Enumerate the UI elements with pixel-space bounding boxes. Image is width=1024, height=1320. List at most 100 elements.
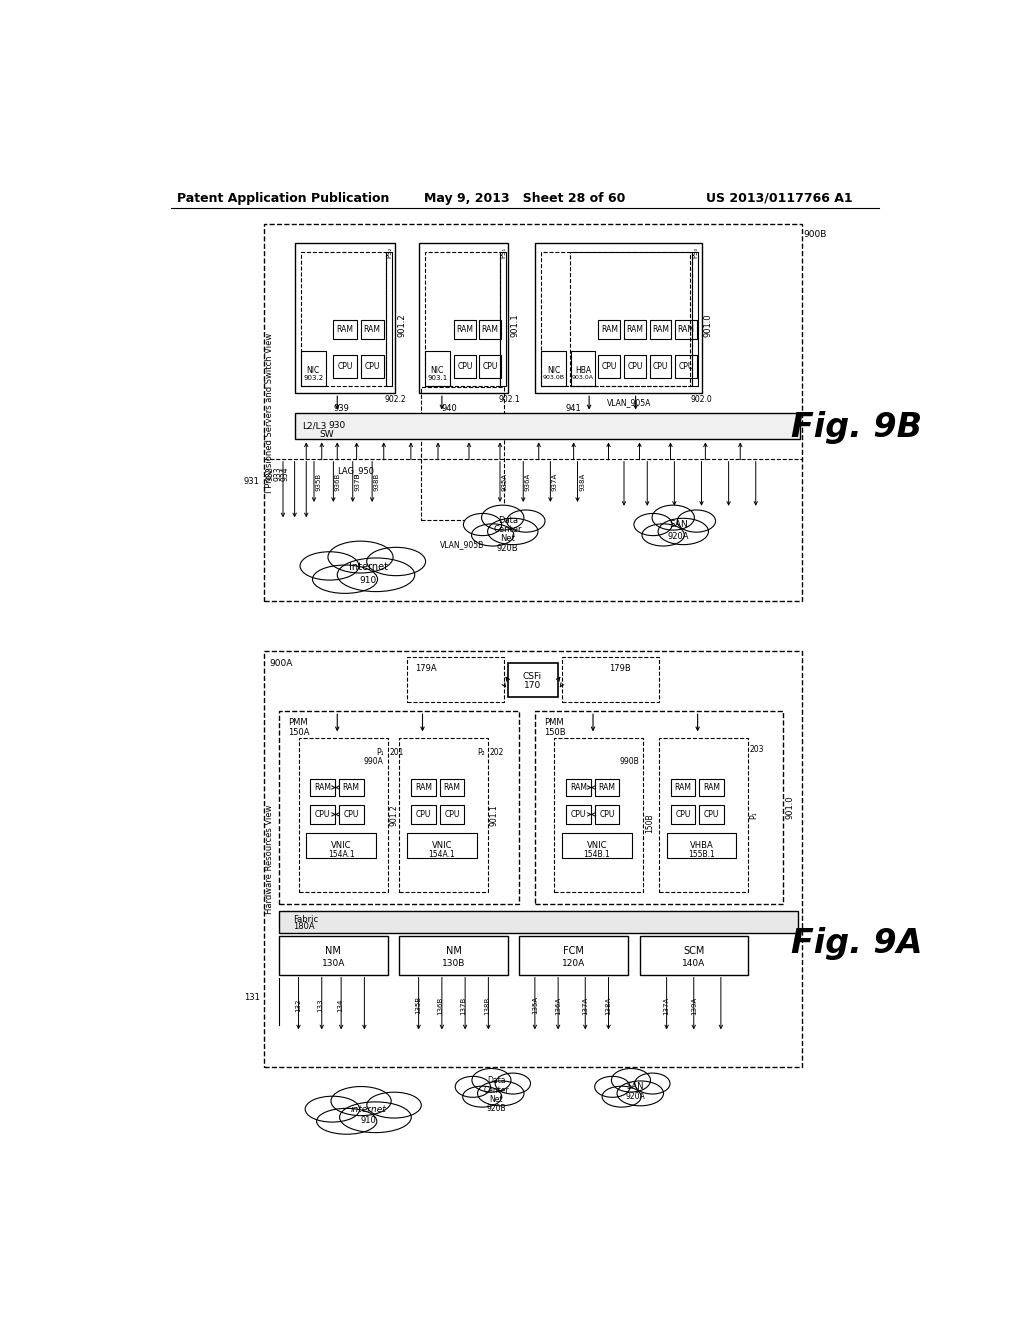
Text: 135B: 135B [416, 997, 422, 1015]
Text: VHBA: VHBA [689, 841, 714, 850]
Text: SCM: SCM [683, 946, 705, 957]
Text: RAM: RAM [337, 325, 353, 334]
Text: 936B: 936B [335, 473, 341, 491]
Bar [407, 833, 477, 858]
Text: 179B: 179B [609, 664, 631, 673]
Text: 150A: 150A [289, 727, 310, 737]
Text: 937A: 937A [552, 473, 558, 491]
Text: Center: Center [483, 1085, 509, 1094]
Text: 902.0: 902.0 [690, 395, 713, 404]
Text: 130A: 130A [322, 958, 345, 968]
Text: 938B: 938B [374, 473, 380, 491]
Bar [624, 355, 646, 378]
Text: 901.0: 901.0 [703, 314, 713, 338]
Bar [562, 833, 632, 858]
Bar [554, 738, 643, 892]
Text: CPU: CPU [337, 362, 352, 371]
Bar [310, 779, 335, 796]
Bar [671, 779, 695, 796]
Text: I Provisioned Servers and Switch View: I Provisioned Servers and Switch View [265, 333, 274, 492]
Text: 920B: 920B [497, 544, 518, 553]
Text: RAM: RAM [569, 783, 587, 792]
Text: 154A.1: 154A.1 [428, 850, 456, 859]
Text: L2/L3: L2/L3 [302, 421, 327, 430]
Text: Internet: Internet [349, 561, 388, 572]
Text: 910: 910 [359, 576, 377, 585]
Text: 134: 134 [337, 999, 343, 1012]
Text: CPU: CPU [599, 810, 614, 818]
Text: NIC: NIC [547, 366, 560, 375]
Ellipse shape [472, 1068, 511, 1092]
Text: PMM: PMM [544, 718, 564, 727]
Ellipse shape [634, 513, 672, 536]
Text: PMM: PMM [289, 718, 308, 727]
Text: 935A: 935A [502, 473, 508, 491]
Text: FCM: FCM [563, 946, 584, 957]
Text: 920A: 920A [626, 1092, 645, 1101]
Text: PS₀: PS₀ [692, 247, 698, 257]
Text: Center: Center [494, 525, 522, 535]
Text: PS₂: PS₂ [386, 247, 392, 257]
Ellipse shape [367, 1092, 421, 1118]
Bar [295, 412, 800, 440]
Bar [411, 805, 435, 825]
Text: RAM: RAM [481, 325, 499, 334]
Text: CPU: CPU [416, 810, 431, 818]
Bar [425, 351, 450, 385]
Text: 901.2: 901.2 [389, 804, 398, 826]
Text: 139A: 139A [691, 997, 696, 1015]
Text: 137B: 137B [461, 997, 467, 1015]
Text: 932: 932 [265, 467, 274, 482]
Text: 990A: 990A [364, 756, 384, 766]
Text: 931: 931 [244, 478, 260, 486]
Text: 136B: 136B [437, 997, 443, 1015]
Bar [692, 252, 698, 385]
Bar [425, 252, 500, 385]
Ellipse shape [316, 1109, 377, 1134]
Text: 903.1: 903.1 [427, 375, 447, 381]
Bar [299, 738, 388, 892]
Text: 903.2: 903.2 [303, 375, 324, 381]
Text: CPU: CPU [365, 362, 380, 371]
Text: CPU: CPU [675, 810, 690, 818]
Text: 901.2: 901.2 [397, 314, 407, 338]
Text: 130B: 130B [441, 958, 465, 968]
Text: 132: 132 [296, 999, 301, 1012]
Bar [411, 779, 435, 796]
Text: 150B: 150B [645, 813, 654, 833]
Text: 903.0A: 903.0A [572, 375, 594, 380]
Ellipse shape [331, 1086, 391, 1115]
Text: 941: 941 [565, 404, 582, 413]
Ellipse shape [305, 1096, 359, 1122]
Bar [649, 321, 672, 339]
Bar [535, 243, 701, 393]
Text: Data: Data [498, 516, 518, 525]
Text: RAM: RAM [652, 325, 669, 334]
Ellipse shape [464, 513, 502, 536]
Text: 940: 940 [441, 404, 458, 413]
Text: RAM: RAM [675, 783, 691, 792]
Ellipse shape [328, 541, 393, 573]
Text: 179A: 179A [416, 664, 437, 673]
Text: CPU: CPU [482, 362, 498, 371]
Bar [455, 355, 476, 378]
Bar [280, 711, 519, 904]
Bar [334, 355, 356, 378]
Text: PS₁: PS₁ [500, 247, 506, 257]
Text: Patent Application Publication: Patent Application Publication [177, 191, 389, 205]
Text: CPU: CPU [314, 810, 330, 818]
Bar [649, 355, 672, 378]
Text: 170: 170 [524, 681, 541, 690]
Text: CPU: CPU [652, 362, 668, 371]
Text: 131: 131 [244, 993, 260, 1002]
Bar [675, 355, 697, 378]
Bar [595, 779, 620, 796]
Text: 901.1: 901.1 [510, 314, 519, 338]
Text: Fig. 9B: Fig. 9B [791, 412, 922, 445]
Bar [263, 224, 802, 601]
Bar [280, 911, 799, 933]
Ellipse shape [602, 1086, 641, 1107]
Bar [699, 805, 724, 825]
Text: CPU: CPU [703, 810, 719, 818]
Bar [569, 252, 690, 385]
